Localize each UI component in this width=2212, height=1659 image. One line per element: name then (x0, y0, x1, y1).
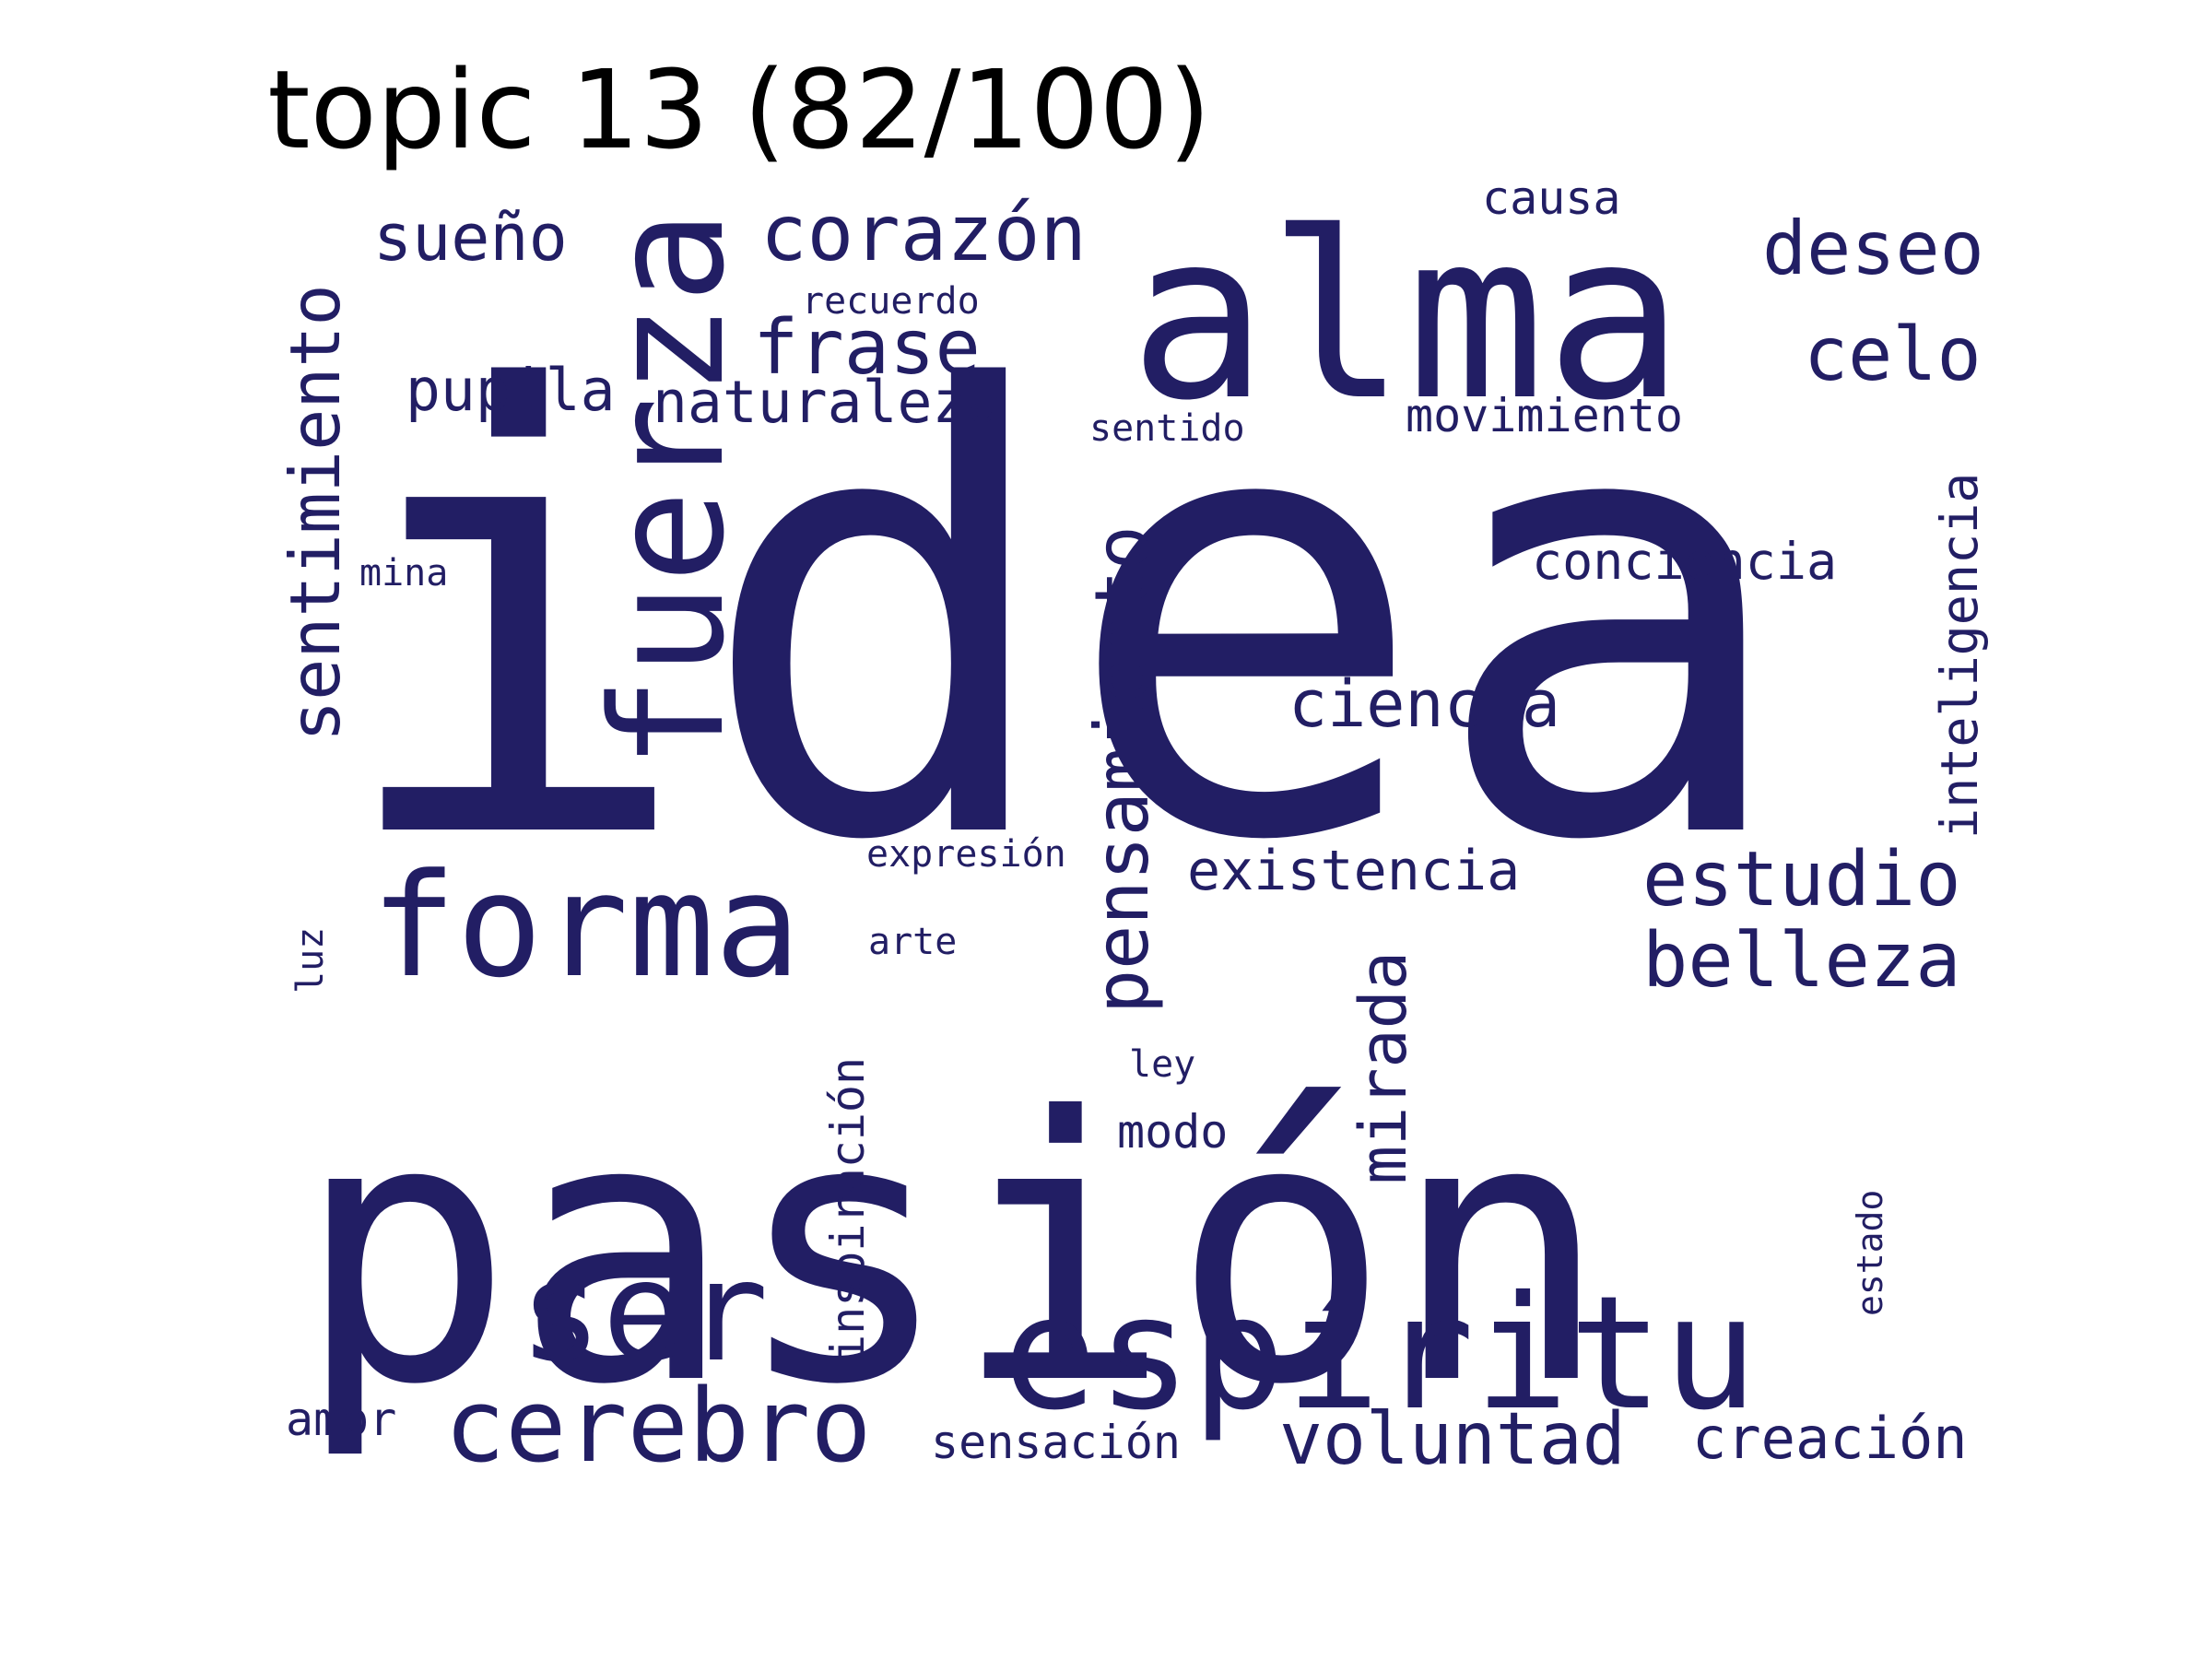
word-9: sentimiento (275, 284, 356, 742)
word-27: inspiración (821, 1057, 875, 1362)
word-3: fuerza (578, 210, 759, 770)
word-24: conciencia (1532, 532, 1837, 591)
word-38: luz (289, 927, 332, 994)
word-23: creación (1692, 1405, 1968, 1472)
word-17: voluntad (1279, 1398, 1626, 1481)
word-21: pupila (406, 357, 616, 424)
word-2: alma (1129, 182, 1684, 451)
word-4: espíritu (1003, 1263, 1758, 1445)
word-11: frase (753, 304, 981, 392)
word-33: sentido (1089, 407, 1245, 450)
word-37: ley (1129, 1043, 1195, 1086)
word-26: movimiento (1406, 389, 1683, 442)
word-29: causa (1482, 171, 1621, 225)
word-0: idea (330, 265, 1794, 973)
word-32: recuerdo (802, 280, 980, 323)
word-28: sensación (931, 1416, 1181, 1469)
word-13: celo (1804, 312, 1982, 397)
word-19: ciencia (1288, 666, 1560, 742)
word-7: cerebro (444, 1367, 872, 1485)
word-25: inteligencia (1930, 473, 1989, 839)
word-20: naturaleza (653, 369, 1002, 436)
word-35: arte (868, 921, 957, 963)
word-14: sueño (373, 200, 568, 276)
word-36: mina (359, 552, 448, 594)
word-1: pasión (295, 1041, 1610, 1465)
word-16: belleza (1642, 917, 1961, 1005)
word-6: ser (519, 1232, 769, 1393)
word-5: forma (371, 842, 801, 1009)
word-12: deseo (1762, 206, 1984, 291)
word-8: pensamiento (1079, 525, 1165, 1014)
word-30: modo (1117, 1105, 1228, 1159)
word-15: estudio (1642, 836, 1961, 924)
word-31: amor (286, 1393, 396, 1446)
page-title: topic 13 (82/100) (267, 46, 1211, 173)
word-34: expresión (866, 833, 1066, 876)
word-39: estado (1850, 1190, 1890, 1316)
word-18: mirada (1346, 951, 1421, 1184)
word-22: existencia (1187, 839, 1520, 903)
word-10: corazón (760, 188, 1087, 278)
